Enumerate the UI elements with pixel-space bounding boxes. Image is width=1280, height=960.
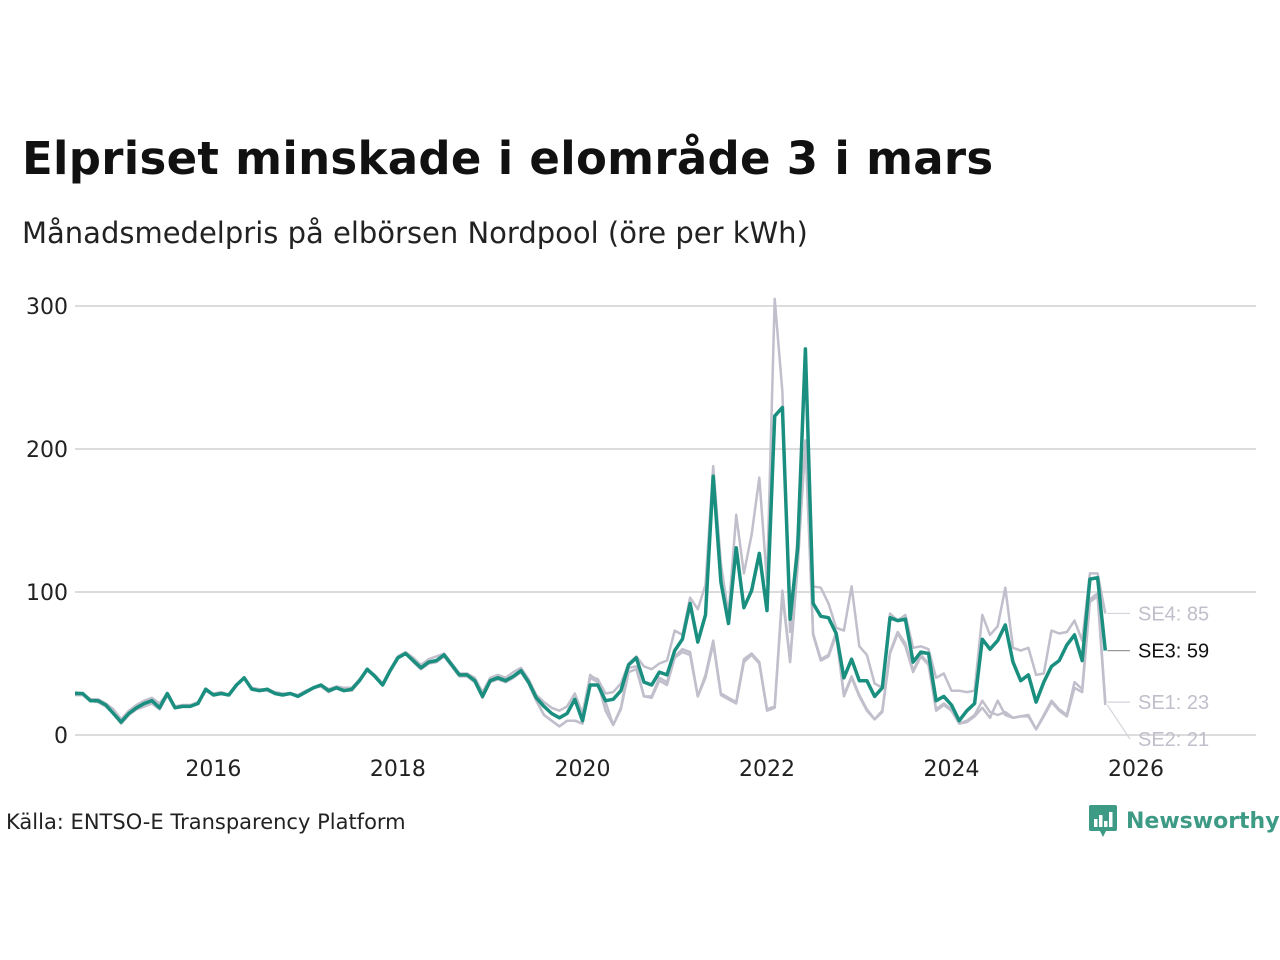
newsworthy-logo-icon xyxy=(1089,805,1117,837)
source-note: Källa: ENTSO-E Transparency Platform xyxy=(6,810,406,834)
x-tick-label: 2020 xyxy=(554,757,610,782)
x-tick-label: 2018 xyxy=(370,757,426,782)
end-label-se2: SE2: 21 xyxy=(1138,729,1209,751)
x-tick-label: 2016 xyxy=(185,757,241,782)
chart-grid xyxy=(75,305,1256,736)
end-label-connector-se2 xyxy=(1106,704,1131,740)
newsworthy-logo: Newsworthy xyxy=(1088,803,1280,839)
x-tick-label: 2024 xyxy=(924,757,980,782)
end-label-se1: SE1: 23 xyxy=(1138,692,1209,714)
series-line-se3 xyxy=(75,347,1108,724)
y-tick-label: 0 xyxy=(54,724,68,749)
x-tick-label: 2022 xyxy=(739,757,795,782)
series-end-labels: SE4: 85 SE1: 23 SE2: 21 SE3: 59 xyxy=(1106,603,1209,751)
y-tick-label: 100 xyxy=(26,581,68,606)
x-axis-ticks: 2016 2018 2020 2022 2024 2026 xyxy=(185,757,1164,782)
chart-title: Elpriset minskade i elområde 3 i mars xyxy=(22,132,994,185)
y-tick-label: 200 xyxy=(26,438,68,463)
y-tick-label: 300 xyxy=(26,295,68,320)
chart-series xyxy=(74,297,1108,731)
newsworthy-logo-text: Newsworthy xyxy=(1126,808,1280,834)
chart-subtitle: Månadsmedelpris på elbörsen Nordpool (ör… xyxy=(22,216,808,250)
x-tick-label: 2026 xyxy=(1108,757,1164,782)
series-line-se4 xyxy=(74,297,1107,721)
y-axis-ticks: 0 100 200 300 xyxy=(26,295,68,749)
end-label-se3: SE3: 59 xyxy=(1138,641,1209,663)
end-label-se4: SE4: 85 xyxy=(1138,603,1209,625)
